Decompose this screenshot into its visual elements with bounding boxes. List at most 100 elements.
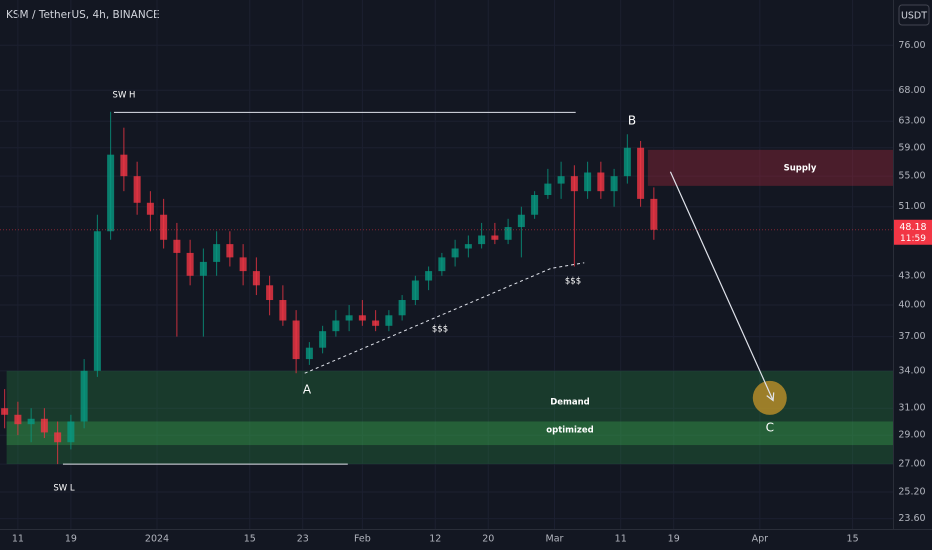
candle-body: [438, 257, 446, 272]
price-box: [894, 219, 932, 245]
y-tick-label: 23.60: [898, 513, 925, 524]
candle-body: [385, 315, 393, 326]
candle-body: [610, 176, 618, 192]
candle-body: [199, 261, 207, 276]
x-tick-label: Feb: [354, 534, 371, 545]
arrow: [669, 171, 774, 401]
candle-body: [478, 235, 486, 245]
candle-body: [570, 176, 578, 192]
y-tick-label: 76.00: [898, 40, 925, 51]
candle-body: [637, 147, 645, 199]
candle-body: [160, 214, 168, 240]
candle-body: [67, 421, 75, 443]
point-label: B: [628, 114, 636, 128]
y-tick-label: 55.00: [898, 171, 925, 182]
zone: [6, 370, 893, 465]
candle-body: [345, 315, 353, 321]
candle-body: [332, 320, 340, 332]
price-label: 48.18: [899, 222, 926, 233]
x-tick-label: 20: [482, 534, 494, 545]
candle-body: [650, 198, 658, 230]
candle-body: [120, 154, 128, 177]
candle-body: [411, 280, 419, 301]
x-tick-label: 12: [429, 534, 441, 545]
y-tick-label: 37.00: [898, 331, 925, 342]
candle-body: [517, 214, 525, 228]
x-tick-label: Apr: [752, 534, 769, 545]
y-tick-label: 27.00: [898, 459, 925, 470]
candle-body: [597, 172, 605, 192]
candle-body: [226, 244, 234, 258]
candle-body: [213, 244, 221, 262]
candle-body: [27, 418, 35, 425]
line-label: SW H: [113, 91, 136, 101]
candle-body: [425, 271, 433, 281]
zone-label: optimized: [546, 426, 593, 436]
trend-line: [304, 262, 585, 374]
candle-body: [252, 271, 260, 286]
y-tick-label: 29.00: [898, 430, 925, 441]
countdown: 11:59: [900, 234, 926, 244]
y-tick-label: 59.00: [898, 142, 925, 153]
candle-body: [54, 432, 62, 443]
candle-body: [451, 248, 459, 258]
x-tick-label: 19: [65, 534, 77, 545]
y-tick-label: 25.20: [898, 487, 925, 498]
chart-title: KSM / TetherUS, 4h, BINANCE: [6, 9, 160, 21]
x-tick-label: 23: [297, 534, 309, 545]
x-tick-label: 15: [847, 534, 859, 545]
candle-body: [504, 227, 512, 240]
y-tick-label: 63.00: [898, 116, 925, 127]
x-tick-label: 2024: [145, 534, 169, 545]
y-tick-label: 34.00: [898, 365, 925, 376]
candle-body: [239, 257, 247, 272]
candle-body: [93, 231, 101, 371]
currency-box[interactable]: [898, 4, 930, 26]
candle-body: [372, 320, 380, 326]
y-tick-label: 31.00: [898, 403, 925, 414]
candle-body: [107, 154, 115, 232]
x-tick-label: 19: [668, 534, 680, 545]
candle-body: [491, 235, 499, 240]
x-tick-label: 15: [244, 534, 256, 545]
y-tick-label: 40.00: [898, 300, 925, 311]
x-tick-label: 11: [615, 534, 627, 545]
candle-body: [398, 300, 406, 316]
candle-body: [319, 331, 327, 348]
y-tick-label: 43.00: [898, 270, 925, 281]
x-tick-label: Mar: [546, 534, 564, 545]
point-label: A: [303, 383, 312, 397]
candle-body: [292, 320, 300, 360]
candle-body: [1, 408, 9, 415]
line-label: SW L: [53, 484, 75, 494]
zone-label: Demand: [550, 398, 590, 408]
candle-body: [544, 183, 552, 195]
candle-body: [173, 239, 181, 253]
zone: [647, 149, 893, 186]
currency[interactable]: USDT: [901, 11, 927, 22]
candle-body: [557, 176, 565, 184]
candle-body: [80, 370, 88, 422]
arrow-head: [766, 392, 775, 402]
x-tick-label: 11: [12, 534, 24, 545]
y-tick-label: 51.00: [898, 201, 925, 212]
candle-body: [266, 285, 274, 301]
candle-body: [358, 315, 366, 321]
candle-body: [133, 176, 141, 203]
candle-body: [14, 414, 22, 425]
point-label: $$$: [565, 277, 581, 287]
target-label: C: [766, 420, 774, 434]
line-label: $$$: [432, 325, 448, 335]
candle-body: [186, 252, 194, 276]
y-tick-label: 68.00: [898, 85, 925, 96]
candle-body: [531, 194, 539, 215]
candle-body: [40, 418, 48, 433]
candle-body: [279, 300, 287, 321]
zone-label: Supply: [784, 164, 817, 174]
candle-body: [584, 172, 592, 192]
candle-body: [464, 244, 472, 249]
candle-body: [146, 202, 154, 215]
